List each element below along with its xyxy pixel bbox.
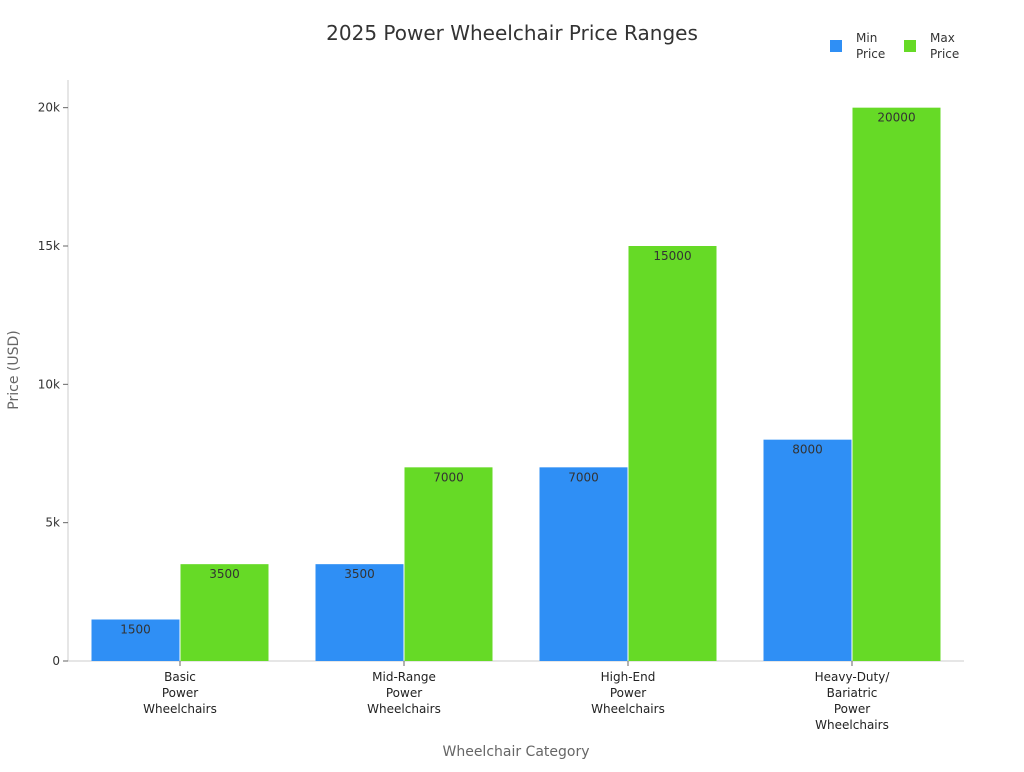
x-tick-label: Wheelchairs <box>815 718 889 732</box>
bar-max-price <box>852 107 941 661</box>
x-tick-label: Power <box>610 686 646 700</box>
bar-min-price <box>763 439 852 661</box>
bar-data-label: 15000 <box>653 249 691 263</box>
x-tick-label: Basic <box>164 670 196 684</box>
x-tick-label: Power <box>386 686 422 700</box>
legend-label: Max <box>930 31 955 45</box>
bar-max-price <box>180 564 269 661</box>
bar-max-price <box>404 467 493 661</box>
y-tick-label: 5k <box>45 516 60 530</box>
x-tick-label: Power <box>162 686 198 700</box>
x-tick-label: Wheelchairs <box>143 702 217 716</box>
plot-area: 0 5k 10k 15k 20k 1500 3500 Basic Power Wheelchair… <box>38 80 964 732</box>
bar-data-label: 3500 <box>344 567 375 581</box>
legend-label: Min <box>856 31 877 45</box>
legend: Min Price Max Price <box>830 31 959 61</box>
bar-data-label: 1500 <box>120 623 151 637</box>
y-tick-label: 15k <box>38 239 60 253</box>
bar-data-label: 7000 <box>568 470 599 484</box>
y-tick-label: 0 <box>52 654 60 668</box>
bar-data-label: 3500 <box>209 567 240 581</box>
x-tick-label: Mid-Range <box>372 670 436 684</box>
bar-min-price <box>539 467 628 661</box>
x-tick-label: Wheelchairs <box>367 702 441 716</box>
y-tick-label: 20k <box>38 101 60 115</box>
legend-label: Price <box>930 47 959 61</box>
legend-swatch-max-price <box>904 40 916 52</box>
chart-title: 2025 Power Wheelchair Price Ranges <box>326 21 698 45</box>
y-tick-label: 10k <box>38 377 60 391</box>
y-axis-title: Price (USD) <box>6 330 22 409</box>
legend-label: Price <box>856 47 885 61</box>
legend-swatch-min-price <box>830 40 842 52</box>
x-tick-label: Bariatric <box>827 686 878 700</box>
bar-min-price <box>91 619 180 661</box>
bar-data-label: 7000 <box>433 470 464 484</box>
x-tick-label: High-End <box>601 670 656 684</box>
bar-data-label: 8000 <box>792 443 823 457</box>
x-tick-label: Heavy-Duty/ <box>815 670 891 684</box>
x-tick-label: Wheelchairs <box>591 702 665 716</box>
x-axis-title: Wheelchair Category <box>442 744 589 760</box>
x-tick-label: Power <box>834 702 870 716</box>
bar-data-label: 20000 <box>877 111 915 125</box>
bar-max-price <box>628 246 717 661</box>
bar-min-price <box>315 564 404 661</box>
